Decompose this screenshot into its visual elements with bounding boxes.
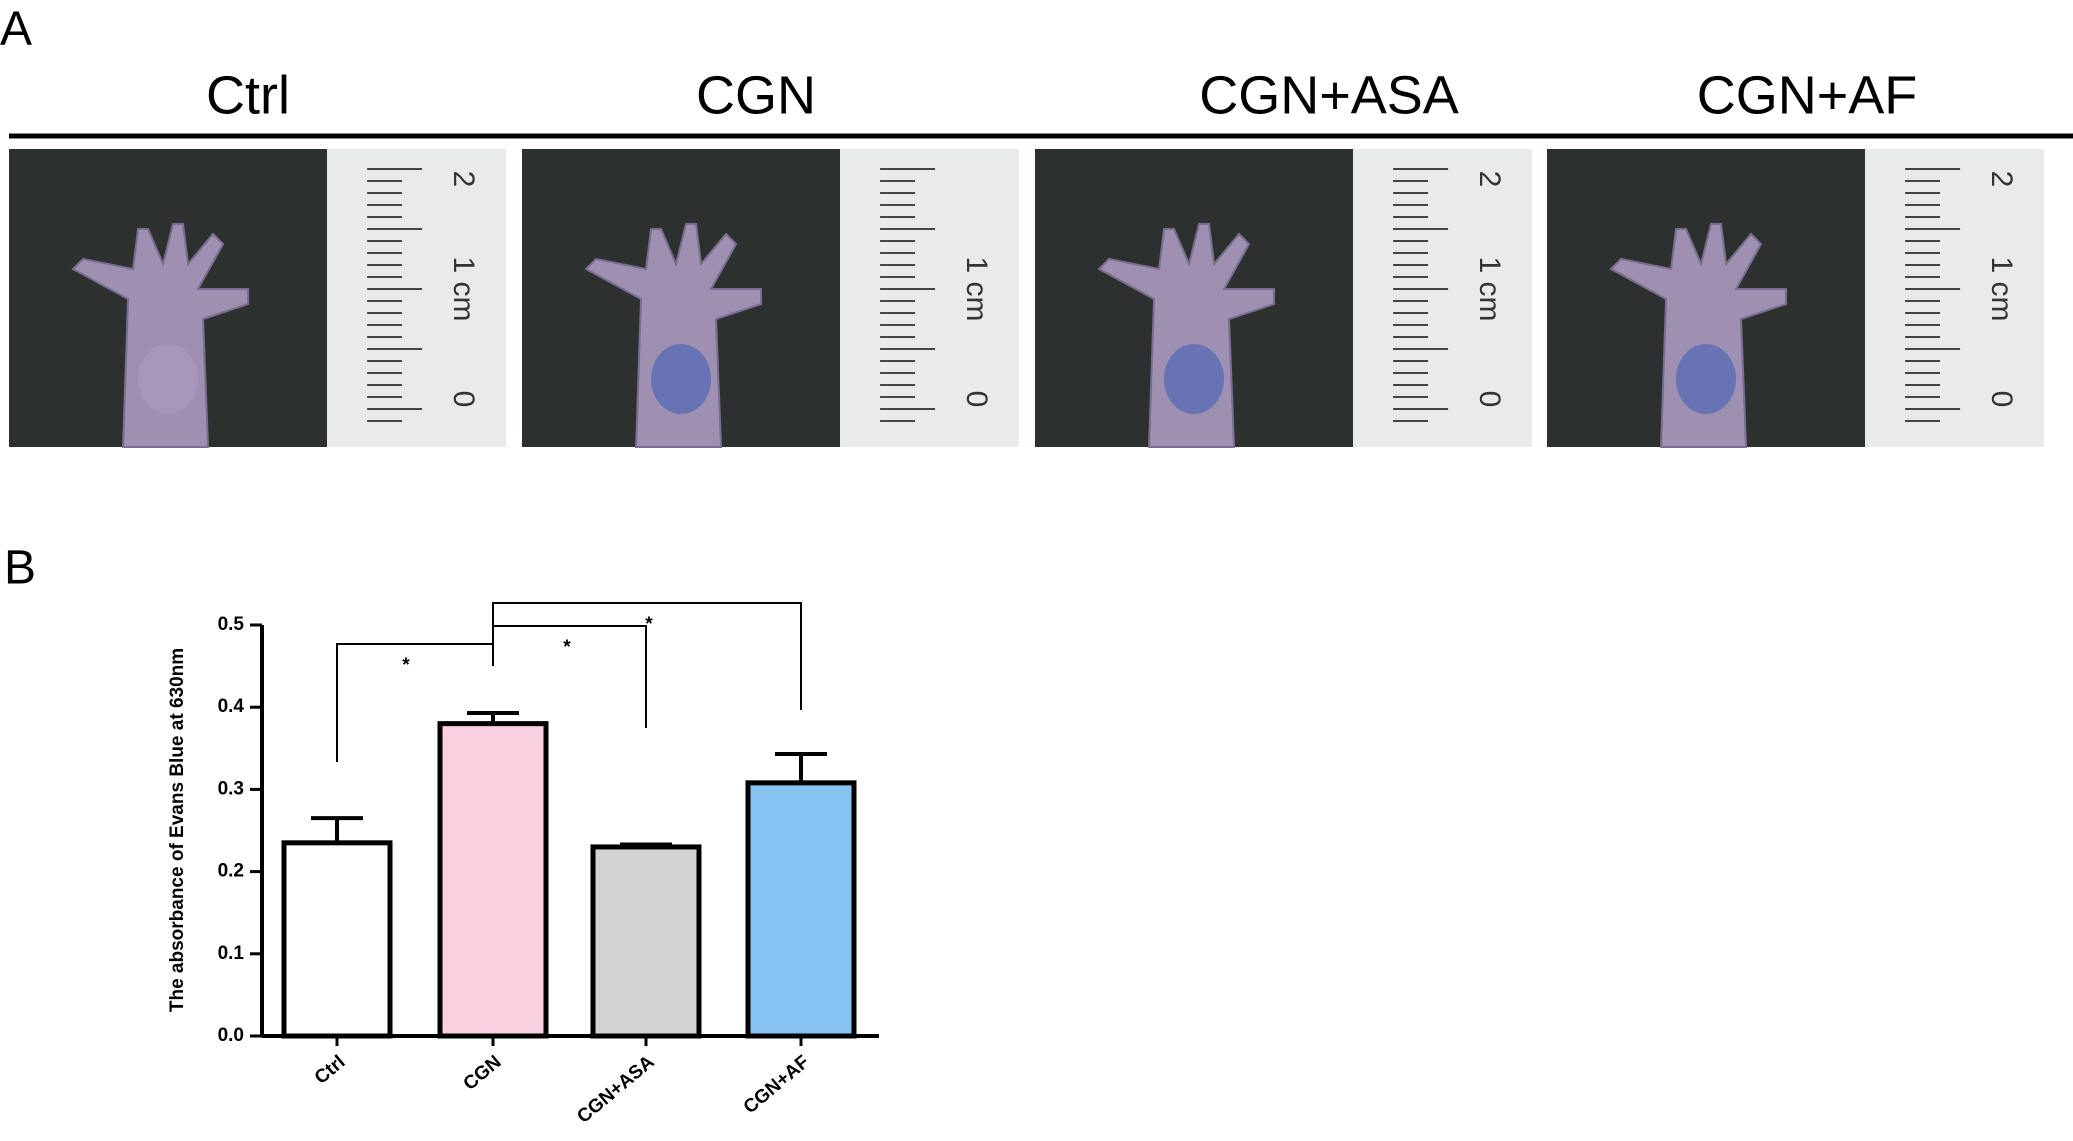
ruler-label: 0 <box>1473 391 1506 408</box>
x-tick-label: CGN+ASA <box>573 1051 658 1127</box>
ruler-label: 2 <box>447 171 480 188</box>
photo <box>1035 149 1532 448</box>
ruler <box>327 149 506 447</box>
ruler-label: 1 cm <box>960 256 993 321</box>
ruler <box>1865 149 2044 447</box>
paw <box>584 223 763 448</box>
group-title: CGN+ASA <box>1199 65 1459 125</box>
group-title: CGN <box>696 65 816 125</box>
y-tick-label: 0.1 <box>218 943 245 964</box>
paw <box>1609 223 1788 448</box>
y-axis-label: The absorbance of Evans Blue at 630nm <box>167 648 188 1012</box>
bar <box>437 721 549 1039</box>
group-title: Ctrl <box>206 65 290 125</box>
paw-stain <box>1164 344 1225 414</box>
ruler-label: 2 <box>1985 171 2018 188</box>
ruler <box>1353 149 1532 447</box>
y-tick-label: 0.4 <box>218 696 245 717</box>
x-tick-label: CGN+AF <box>740 1052 814 1119</box>
group-title: CGN+AF <box>1697 65 1918 125</box>
bar <box>281 840 393 1039</box>
x-tick-label: Ctrl <box>311 1052 350 1089</box>
panel-label: A <box>0 3 32 56</box>
x-tick-label: CGN <box>460 1052 506 1095</box>
y-tick-label: 0.5 <box>218 614 245 635</box>
ruler-label: 1 cm <box>1985 256 2018 321</box>
panel-label: B <box>4 542 36 595</box>
y-tick-label: 0.3 <box>218 778 244 799</box>
paw-stain <box>1676 344 1737 414</box>
y-tick-label: 0.0 <box>218 1025 244 1046</box>
ruler-label: 2 <box>1473 171 1506 188</box>
ruler-label: 0 <box>447 391 480 408</box>
paw-stain <box>138 344 199 414</box>
paw <box>1097 223 1276 448</box>
significance-label: * <box>645 614 653 635</box>
significance-bracket <box>492 625 647 728</box>
photo <box>1547 149 2044 448</box>
paw-stain <box>651 344 712 414</box>
y-tick-label: 0.2 <box>218 861 244 882</box>
ruler-label: 1 cm <box>1473 256 1506 321</box>
paw <box>71 223 250 448</box>
significance-label: * <box>402 655 410 676</box>
significance-label: * <box>563 637 571 658</box>
ruler-label: 1 cm <box>447 256 480 321</box>
photo <box>9 149 506 448</box>
significance-bracket <box>492 602 802 710</box>
ruler <box>840 149 1019 447</box>
photo <box>522 149 1019 448</box>
ruler-label: 0 <box>1985 391 2018 408</box>
bar <box>745 780 857 1039</box>
bar <box>590 844 702 1039</box>
ruler-label: 0 <box>960 391 993 408</box>
